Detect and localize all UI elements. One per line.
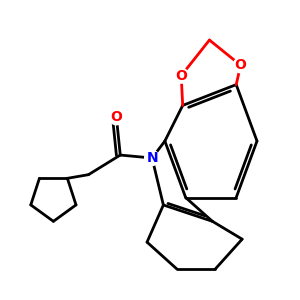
Circle shape: [174, 68, 189, 83]
Text: O: O: [110, 110, 122, 124]
Circle shape: [109, 110, 124, 125]
Circle shape: [145, 151, 160, 166]
Text: N: N: [146, 151, 158, 165]
Text: O: O: [175, 69, 187, 83]
Text: O: O: [235, 58, 247, 72]
Circle shape: [233, 58, 248, 73]
